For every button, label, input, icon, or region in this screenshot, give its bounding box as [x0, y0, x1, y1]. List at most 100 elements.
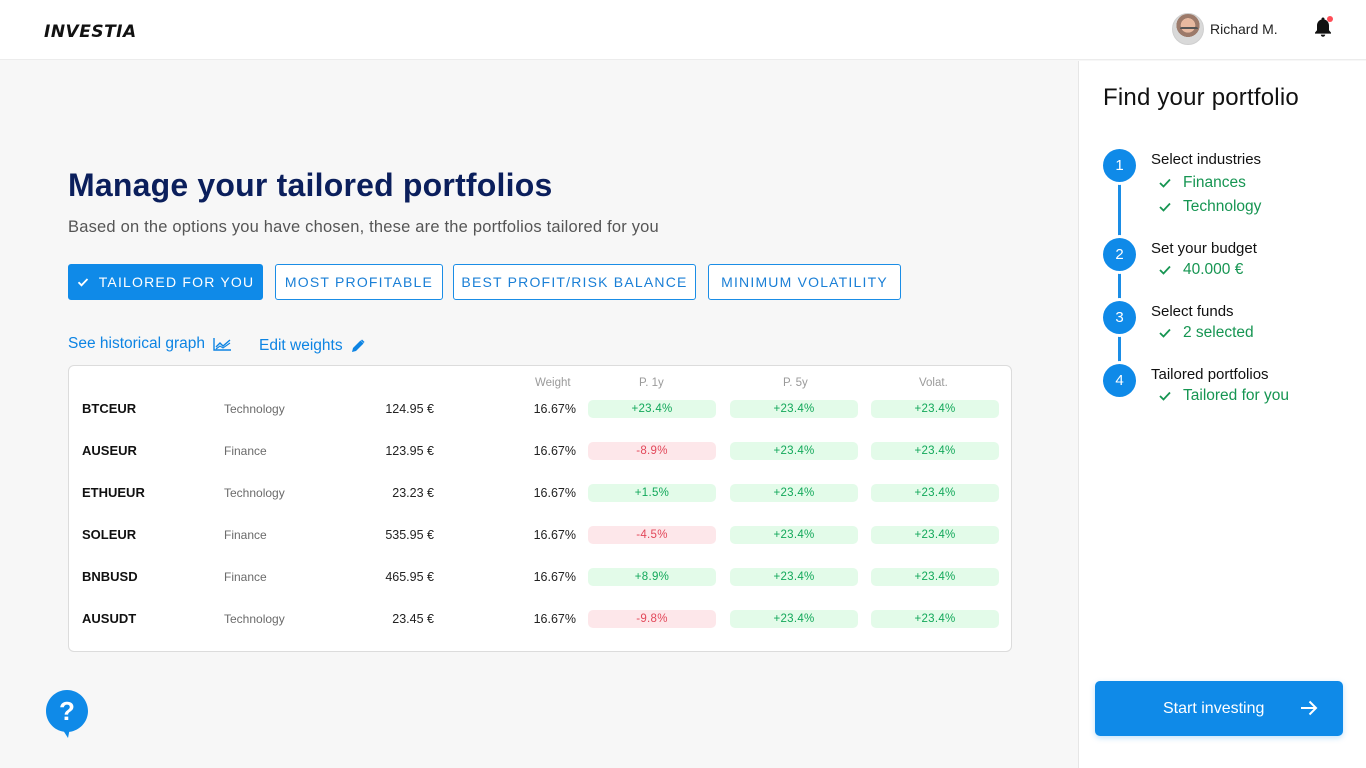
symbol: ETHUEUR: [82, 485, 145, 500]
avatar[interactable]: [1172, 13, 1204, 45]
help-icon[interactable]: ?: [45, 689, 89, 739]
steps-connector: [1118, 171, 1121, 381]
price: 124.95 €: [385, 402, 434, 416]
top-bar: INVESTIA Richard M.: [0, 0, 1366, 60]
page-subtitle: Based on the options you have chosen, th…: [68, 218, 659, 236]
symbol: BNBUSD: [82, 569, 138, 584]
volatility-badge: +23.4%: [871, 442, 999, 460]
symbol: BTCEUR: [82, 401, 137, 416]
header-p1y: P. 1y: [639, 377, 664, 389]
step-3-item: 2 selected: [1159, 324, 1254, 342]
step-2-item: 40.000 €: [1159, 261, 1243, 279]
weight: 16.67%: [533, 528, 576, 542]
step-1-number[interactable]: 1: [1103, 149, 1136, 182]
filter-best-profit-risk-button[interactable]: BEST PROFIT/RISK BALANCE: [453, 264, 696, 300]
main-content: Manage your tailored portfolios Based on…: [0, 61, 1078, 768]
table-row[interactable]: SOLEUR Finance 535.95 € 16.67% -4.5% +23…: [69, 524, 1013, 546]
app-logo[interactable]: INVESTIA: [44, 22, 137, 42]
header-volat: Volat.: [919, 377, 948, 389]
price: 535.95 €: [385, 528, 434, 542]
check-icon: [1159, 178, 1171, 188]
weight: 16.67%: [533, 486, 576, 500]
filter-minimum-volatility-button[interactable]: MINIMUM VOLATILITY: [708, 264, 901, 300]
performance-5y-badge: +23.4%: [730, 484, 858, 502]
table-row[interactable]: AUSUDT Technology 23.45 € 16.67% -9.8% +…: [69, 608, 1013, 630]
weight: 16.67%: [533, 612, 576, 626]
filter-label: MINIMUM VOLATILITY: [721, 274, 888, 290]
arrow-right-icon: [1301, 700, 1318, 716]
chart-icon: [213, 338, 231, 351]
edit-weights-link[interactable]: Edit weights: [259, 337, 365, 355]
portfolio-table: Weight P. 1y P. 5y Volat. BTCEUR Technol…: [68, 365, 1012, 652]
step-2-title[interactable]: Set your budget: [1151, 240, 1257, 257]
performance-1y-badge: -9.8%: [588, 610, 716, 628]
filter-tailored-for-you-button[interactable]: TAILORED FOR YOU: [68, 264, 263, 300]
price: 23.23 €: [392, 486, 434, 500]
industry: Technology: [224, 402, 285, 416]
performance-5y-badge: +23.4%: [730, 526, 858, 544]
table-row[interactable]: ETHUEUR Technology 23.23 € 16.67% +1.5% …: [69, 482, 1013, 504]
step-1-item: Finances: [1159, 174, 1246, 192]
check-icon: [77, 278, 88, 287]
step-item-label: Tailored for you: [1183, 387, 1289, 404]
portfolio-steps-panel: Find your portfolio 1 Select industries …: [1078, 61, 1366, 768]
weight: 16.67%: [533, 402, 576, 416]
header-p5y: P. 5y: [783, 377, 808, 389]
pencil-icon: [351, 339, 365, 352]
user-name[interactable]: Richard M.: [1210, 21, 1278, 37]
industry: Finance: [224, 570, 267, 584]
performance-1y-badge: +8.9%: [588, 568, 716, 586]
check-icon: [1159, 202, 1171, 212]
table-row[interactable]: BNBUSD Finance 465.95 € 16.67% +8.9% +23…: [69, 566, 1013, 588]
industry: Finance: [224, 528, 267, 542]
svg-text:?: ?: [59, 696, 75, 726]
filter-label: TAILORED FOR YOU: [98, 274, 255, 290]
step-1-title[interactable]: Select industries: [1151, 151, 1262, 168]
step-4-item: Tailored for you: [1159, 387, 1289, 405]
step-4-title[interactable]: Tailored portfolios: [1151, 366, 1269, 383]
check-icon: [1159, 265, 1171, 275]
table-row[interactable]: BTCEUR Technology 124.95 € 16.67% +23.4%…: [69, 398, 1013, 420]
performance-1y-badge: -4.5%: [588, 526, 716, 544]
weight: 16.67%: [533, 444, 576, 458]
industry: Technology: [224, 486, 285, 500]
volatility-badge: +23.4%: [871, 568, 999, 586]
filter-label: MOST PROFITABLE: [284, 274, 434, 290]
notification-dot: [1327, 16, 1333, 22]
header-weight: Weight: [535, 377, 571, 389]
performance-5y-badge: +23.4%: [730, 568, 858, 586]
step-3-title[interactable]: Select funds: [1151, 303, 1234, 320]
check-icon: [1159, 391, 1171, 401]
price: 123.95 €: [385, 444, 434, 458]
price: 23.45 €: [392, 612, 434, 626]
start-investing-button[interactable]: Start investing: [1095, 681, 1343, 736]
weight: 16.67%: [533, 570, 576, 584]
bell-icon[interactable]: [1311, 15, 1335, 39]
step-item-label: 2 selected: [1183, 324, 1254, 341]
step-1-item: Technology: [1159, 198, 1261, 216]
filter-label: BEST PROFIT/RISK BALANCE: [461, 274, 688, 290]
performance-1y-badge: +23.4%: [588, 400, 716, 418]
performance-5y-badge: +23.4%: [730, 400, 858, 418]
panel-title: Find your portfolio: [1103, 84, 1299, 111]
page-title: Manage your tailored portfolios: [68, 167, 553, 203]
step-item-label: Technology: [1183, 198, 1262, 215]
step-item-label: 40.000 €: [1183, 261, 1244, 278]
step-2-number[interactable]: 2: [1103, 238, 1136, 271]
filter-most-profitable-button[interactable]: MOST PROFITABLE: [275, 264, 443, 300]
user-menu[interactable]: Richard M.: [1172, 13, 1278, 45]
step-3-number[interactable]: 3: [1103, 301, 1136, 334]
industry: Technology: [224, 612, 285, 626]
step-4-number[interactable]: 4: [1103, 364, 1136, 397]
link-label: Edit weights: [259, 337, 343, 354]
check-icon: [1159, 328, 1171, 338]
volatility-badge: +23.4%: [871, 484, 999, 502]
price: 465.95 €: [385, 570, 434, 584]
symbol: AUSEUR: [82, 443, 137, 458]
step-item-label: Finances: [1183, 174, 1246, 191]
volatility-badge: +23.4%: [871, 526, 999, 544]
symbol: SOLEUR: [82, 527, 137, 542]
see-historical-graph-link[interactable]: See historical graph: [68, 335, 232, 353]
table-row[interactable]: AUSEUR Finance 123.95 € 16.67% -8.9% +23…: [69, 440, 1013, 462]
performance-1y-badge: +1.5%: [588, 484, 716, 502]
